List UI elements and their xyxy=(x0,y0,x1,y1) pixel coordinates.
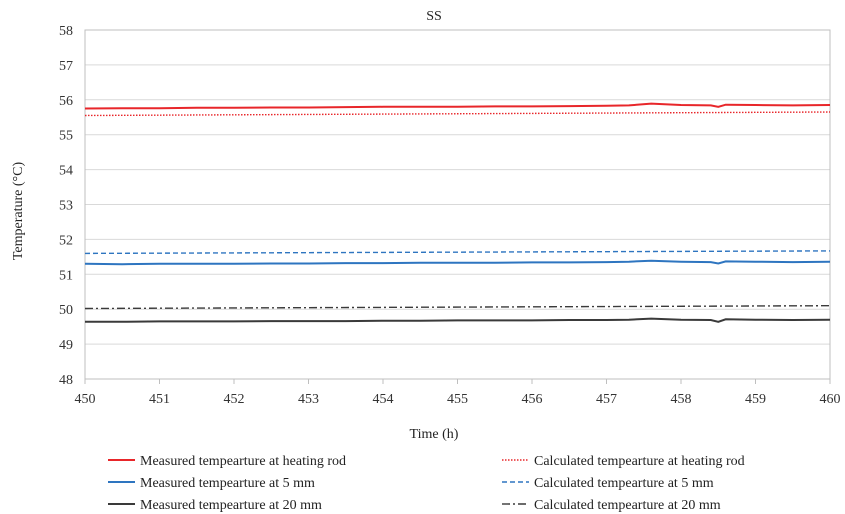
x-tick-label: 457 xyxy=(596,392,617,407)
y-tick-label: 52 xyxy=(59,233,73,248)
legend-label: Calculated tempearture at 5 mm xyxy=(534,476,714,491)
x-tick-label: 454 xyxy=(373,392,394,407)
x-tick-label: 459 xyxy=(745,392,766,407)
x-tick-label: 460 xyxy=(820,392,841,407)
legend-item-2: Calculated tempearture at heating rod xyxy=(502,454,745,469)
y-axis: 48 49 50 51 52 53 54 55 56 57 58 xyxy=(59,24,73,388)
legend-label: Calculated tempearture at heating rod xyxy=(534,454,745,469)
x-tick-label: 456 xyxy=(522,392,543,407)
legend-label: Measured tempearture at 20 mm xyxy=(140,498,322,513)
x-tick-label: 453 xyxy=(298,392,319,407)
chart-title: SS xyxy=(426,9,442,24)
y-tick-label: 49 xyxy=(59,338,73,353)
legend-label: Measured tempearture at 5 mm xyxy=(140,476,315,491)
x-tick-label: 450 xyxy=(75,392,96,407)
y-tick-label: 50 xyxy=(59,303,73,318)
series-line-2 xyxy=(84,111,831,117)
y-tick-label: 55 xyxy=(59,129,73,144)
series-line-1 xyxy=(84,102,831,110)
legend-label: Calculated tempearture at 20 mm xyxy=(534,498,721,513)
series-line-6 xyxy=(84,305,831,310)
x-tick-label: 458 xyxy=(671,392,692,407)
legend-item-4: Calculated tempearture at 5 mm xyxy=(502,476,714,491)
x-axis: 450 451 452 453 454 455 456 457 458 459 460 xyxy=(75,379,841,407)
x-tick-label: 455 xyxy=(447,392,468,407)
y-tick-label: 54 xyxy=(59,164,73,179)
legend: Measured tempearture at heating rod Calcu… xyxy=(108,454,745,513)
y-axis-title: Temperature (°C) xyxy=(11,162,26,261)
series-line-3 xyxy=(84,259,831,266)
y-tick-label: 58 xyxy=(59,24,73,39)
series-line-4 xyxy=(84,250,831,255)
series-layer xyxy=(84,102,831,323)
legend-item-3: Measured tempearture at 5 mm xyxy=(108,476,315,491)
legend-item-6: Calculated tempearture at 20 mm xyxy=(502,498,721,513)
legend-label: Measured tempearture at heating rod xyxy=(140,454,346,469)
legend-item-5: Measured tempearture at 20 mm xyxy=(108,498,322,513)
series-line-5 xyxy=(85,317,831,323)
y-tick-label: 56 xyxy=(59,94,73,109)
gridlines xyxy=(85,64,830,345)
legend-item-1: Measured tempearture at heating rod xyxy=(108,454,346,469)
y-tick-label: 57 xyxy=(59,59,73,74)
x-tick-label: 451 xyxy=(149,392,170,407)
y-tick-label: 48 xyxy=(59,373,73,388)
x-tick-label: 452 xyxy=(224,392,245,407)
y-tick-label: 53 xyxy=(59,199,73,214)
x-axis-title: Time (h) xyxy=(410,427,459,442)
y-tick-label: 51 xyxy=(59,268,73,283)
